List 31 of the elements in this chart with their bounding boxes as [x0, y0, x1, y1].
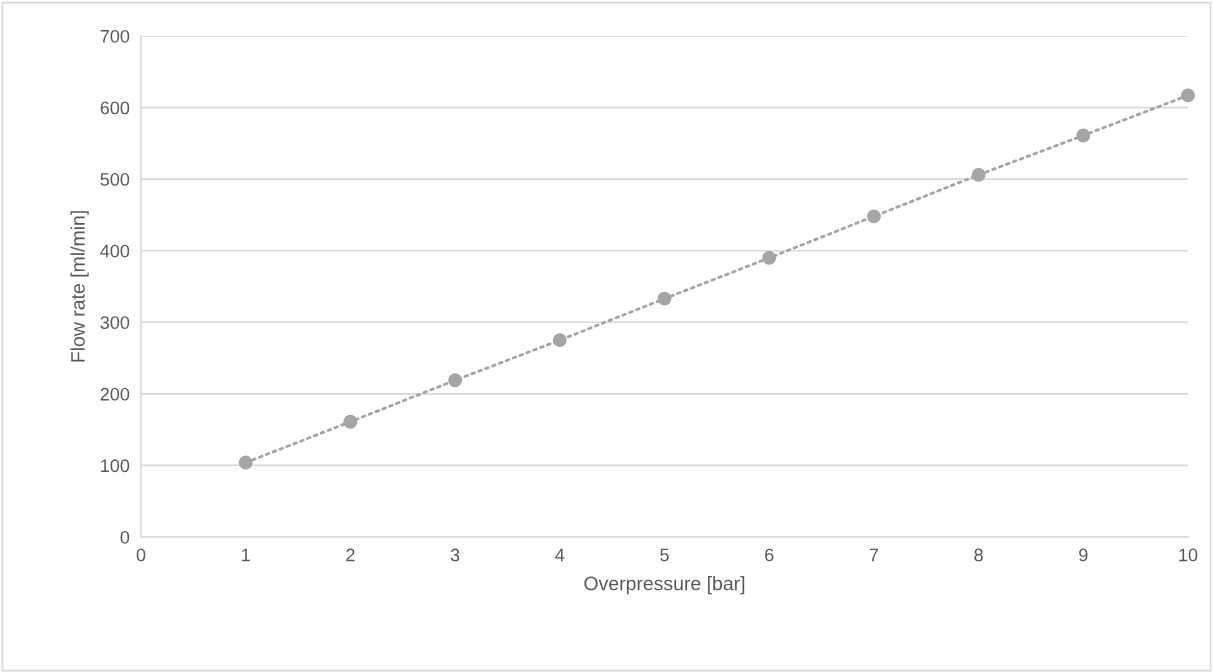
y-tick-label: 500 — [100, 173, 130, 186]
point — [1181, 88, 1195, 103]
point — [971, 167, 986, 182]
y-tick-label: 200 — [100, 387, 130, 401]
y-tick-label: 700 — [100, 29, 130, 43]
x-axis-title: Overpressure [bar] — [584, 576, 745, 595]
x-tick-label: 0 — [136, 548, 146, 562]
y-tick-label: 0 — [120, 530, 130, 544]
y-tick-label: 300 — [100, 316, 130, 330]
x-tick-label: 10 — [1179, 548, 1198, 562]
x-tick-label: 1 — [242, 548, 250, 562]
x-tick-label: 6 — [765, 548, 774, 562]
x-tick-label: 9 — [1079, 548, 1088, 562]
y-tick-label: 600 — [100, 101, 130, 115]
y-tick-label: 100 — [101, 459, 130, 473]
x-tick-label: 7 — [869, 548, 879, 562]
y-tick-label: 400 — [100, 244, 130, 258]
x-tick-label: 4 — [555, 548, 565, 562]
point — [866, 209, 881, 224]
point — [448, 373, 463, 388]
point — [343, 414, 358, 429]
x-tick-label: 5 — [660, 548, 669, 562]
x-tick-label: 3 — [450, 548, 460, 562]
point — [657, 291, 672, 306]
x-tick-label: 8 — [974, 548, 983, 562]
x-tick-label: 2 — [346, 548, 355, 562]
point — [238, 455, 253, 470]
point — [762, 250, 777, 265]
point — [552, 333, 567, 348]
y-axis-title: Flow rate [ml/min] — [70, 211, 89, 362]
point — [1076, 128, 1091, 143]
